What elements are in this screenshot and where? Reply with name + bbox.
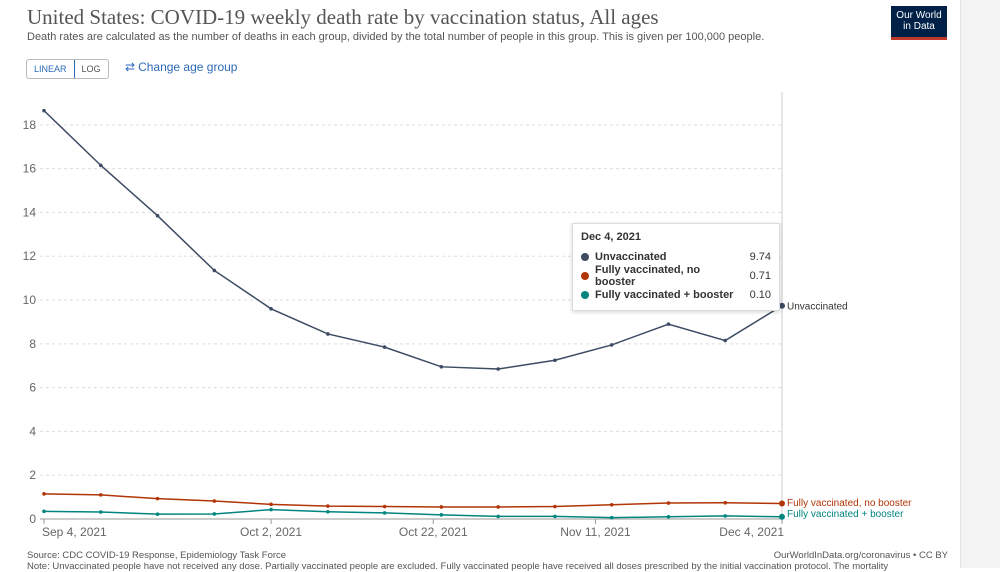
data-point: [326, 332, 330, 336]
y-tick-label: 12: [23, 249, 37, 263]
x-tick-label: Oct 22, 2021: [399, 525, 468, 539]
series-end-label: Unvaccinated: [787, 302, 848, 313]
data-point: [666, 501, 671, 505]
data-point: [553, 504, 557, 509]
series-dot-icon: [581, 290, 589, 299]
series-line: [43, 110, 783, 370]
x-tick-label: Nov 11, 2021: [560, 525, 631, 539]
x-tick-label: Dec 4, 2021: [719, 525, 784, 539]
data-point: [212, 499, 217, 503]
data-point: [553, 358, 557, 363]
data-point: [212, 512, 217, 516]
tooltip-series-name: Unvaccinated: [595, 250, 667, 263]
chart-subtitle: Death rates are calculated as the number…: [27, 31, 765, 43]
y-tick-label: 6: [29, 381, 36, 395]
series-end-label: Fully vaccinated, no booster: [787, 498, 912, 509]
chart-frame: [0, 0, 960, 568]
tooltip-series-name: Fully vaccinated + booster: [595, 288, 734, 301]
data-point: [98, 163, 103, 168]
y-tick-label: 18: [23, 118, 37, 132]
data-point: [666, 515, 671, 519]
y-tick-label: 16: [23, 162, 37, 176]
data-point: [212, 268, 217, 273]
logo-line-2: in Data: [903, 21, 935, 32]
series-dot-icon: [581, 252, 589, 261]
data-point: [269, 306, 273, 311]
footnote: Note: Unvaccinated people have not recei…: [27, 561, 889, 572]
y-tick-label: 2: [29, 468, 36, 482]
data-point: [326, 509, 330, 514]
owid-logo[interactable]: Our World in Data: [891, 6, 947, 40]
data-point: [439, 365, 444, 369]
data-point: [779, 513, 785, 520]
line-chart: 0 2 4 6 8 10 12 14 16 18 Sep 4, 2021 Oct 2, 2021 Oct…: [23, 92, 912, 539]
y-tick-label: 10: [23, 293, 37, 307]
data-point: [496, 514, 500, 519]
data-point: [496, 367, 500, 371]
series-end-label: Fully vaccinated + booster: [787, 509, 904, 520]
source-text: Source: CDC COVID-19 Response, Epidemiol…: [27, 550, 287, 561]
data-point: [666, 322, 671, 326]
data-point: [42, 509, 46, 514]
scale-toggle: LINEAR LOG: [26, 59, 109, 79]
data-point: [269, 502, 273, 507]
tooltip-row: Fully vaccinated + booster 0.10: [581, 285, 771, 304]
linear-scale-button[interactable]: LINEAR: [26, 60, 75, 78]
data-point: [723, 514, 728, 518]
x-tick-label: Oct 2, 2021: [240, 525, 302, 539]
change-age-group-button[interactable]: ⇄ Change age group: [125, 60, 237, 74]
data-point: [155, 512, 160, 516]
series-line: [43, 493, 783, 508]
data-point: [382, 511, 387, 515]
data-point: [439, 505, 444, 509]
data-point: [382, 504, 387, 509]
data-point: [609, 502, 614, 507]
data-point: [155, 496, 160, 501]
tooltip-series-name: Fully vaccinated, no booster: [595, 263, 701, 288]
data-point: [553, 514, 557, 519]
data-point: [723, 338, 728, 343]
x-tick-label: Sep 4, 2021: [42, 525, 107, 539]
data-point: [42, 108, 46, 113]
data-point: [496, 505, 500, 509]
tooltip-series-value: 0.71: [749, 269, 771, 282]
data-point: [723, 500, 728, 505]
data-point: [326, 504, 330, 508]
change-age-group-label: Change age group: [138, 60, 238, 74]
tooltip-series-value: 9.74: [749, 250, 771, 263]
data-point: [98, 493, 103, 497]
log-scale-button[interactable]: LOG: [81, 64, 101, 74]
data-point: [155, 213, 160, 218]
tooltip-series-value: 0.10: [749, 288, 771, 301]
data-point: [42, 492, 46, 496]
tooltip-row: Fully vaccinated, no booster 0.71: [581, 263, 771, 288]
y-tick-label: 0: [29, 512, 36, 526]
data-point: [382, 345, 387, 349]
data-point: [439, 513, 444, 517]
y-tick-label: 8: [29, 337, 36, 351]
data-point: [779, 500, 785, 507]
tooltip-date: Dec 4, 2021: [581, 231, 641, 243]
data-point: [98, 510, 103, 514]
y-tick-label: 14: [23, 205, 37, 219]
logo-line-1: Our World: [896, 10, 942, 21]
series-line: [43, 508, 783, 519]
page-gutter: [960, 0, 1000, 568]
tooltip-row: Unvaccinated 9.74: [581, 247, 771, 266]
y-tick-label: 4: [29, 424, 36, 438]
data-point: [269, 507, 273, 512]
data-point: [609, 515, 614, 520]
data-point: [609, 343, 614, 347]
data-point: [779, 302, 785, 309]
tooltip: Dec 4, 2021 Unvaccinated 9.74 Fully vacc…: [572, 223, 780, 311]
series-dot-icon: [581, 271, 589, 280]
chart-title: United States: COVID-19 weekly death rat…: [27, 5, 659, 29]
credit-link[interactable]: OurWorldInData.org/coronavirus • CC BY: [773, 550, 948, 561]
swap-arrows-icon: ⇄: [125, 60, 136, 74]
